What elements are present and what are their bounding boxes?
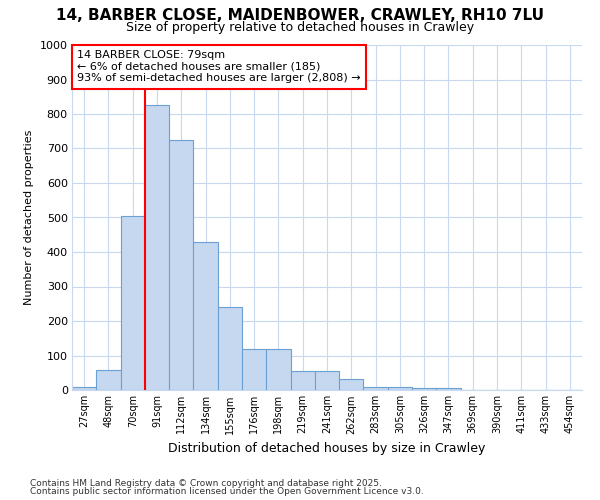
Bar: [96, 370, 121, 390]
Bar: [145, 106, 169, 390]
Y-axis label: Number of detached properties: Number of detached properties: [24, 130, 34, 305]
Bar: [388, 386, 412, 390]
Bar: [72, 386, 96, 390]
Text: 14 BARBER CLOSE: 79sqm
← 6% of detached houses are smaller (185)
93% of semi-det: 14 BARBER CLOSE: 79sqm ← 6% of detached …: [77, 50, 361, 84]
Text: Contains HM Land Registry data © Crown copyright and database right 2025.: Contains HM Land Registry data © Crown c…: [30, 478, 382, 488]
Text: 14, BARBER CLOSE, MAIDENBOWER, CRAWLEY, RH10 7LU: 14, BARBER CLOSE, MAIDENBOWER, CRAWLEY, …: [56, 8, 544, 22]
Bar: [315, 371, 339, 390]
Bar: [412, 388, 436, 390]
Bar: [121, 216, 145, 390]
Bar: [290, 371, 315, 390]
Bar: [169, 140, 193, 390]
Text: Size of property relative to detached houses in Crawley: Size of property relative to detached ho…: [126, 21, 474, 34]
Text: Contains public sector information licensed under the Open Government Licence v3: Contains public sector information licen…: [30, 487, 424, 496]
Bar: [218, 307, 242, 390]
Bar: [436, 388, 461, 390]
Bar: [266, 348, 290, 390]
Bar: [339, 378, 364, 390]
Bar: [193, 242, 218, 390]
Bar: [364, 386, 388, 390]
X-axis label: Distribution of detached houses by size in Crawley: Distribution of detached houses by size …: [169, 442, 485, 455]
Bar: [242, 348, 266, 390]
